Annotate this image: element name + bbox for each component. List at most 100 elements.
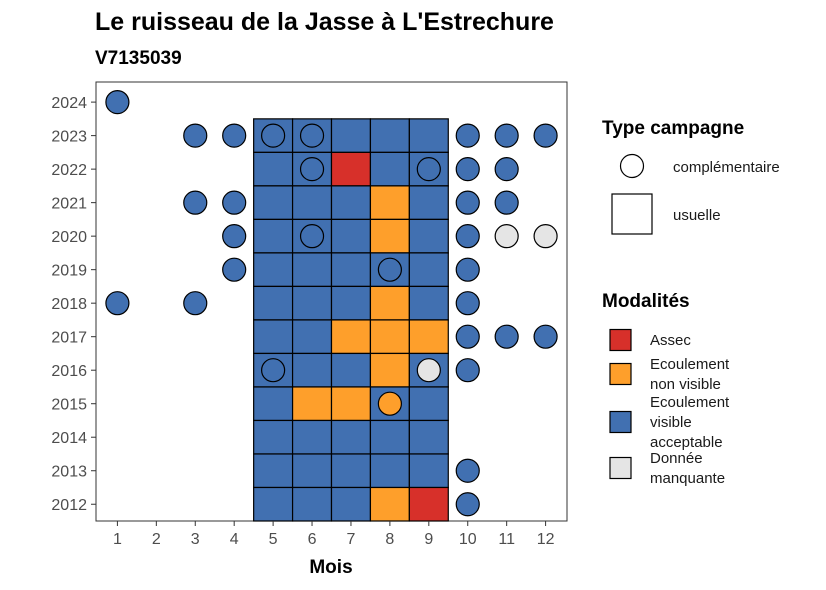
point-2021-11: [494, 190, 519, 215]
tile-2018-5: [253, 285, 294, 321]
legend-label-0-0: Assec: [650, 332, 691, 349]
tile-2023-7: [330, 118, 372, 153]
x-tick-label-8: 8: [385, 531, 394, 548]
x-tick-label-12: 12: [537, 531, 555, 548]
point-2020-12: [533, 224, 558, 249]
tile-2017-7: [330, 319, 372, 355]
point-2023-5: [261, 123, 286, 148]
tile-2014-7: [330, 419, 372, 455]
point-2019-4: [222, 257, 247, 282]
tile-2014-5: [253, 419, 294, 455]
y-tick-label-2022: 2022: [51, 162, 87, 179]
x-axis: 1 2 3 4 5 6 7 8 9 10 11 12: [113, 521, 555, 548]
point-2020-10: [455, 224, 480, 249]
tile-2017-8: [369, 319, 410, 355]
tile-2020-9: [408, 218, 449, 254]
point-2012-10: [455, 492, 480, 517]
tile-2022-8: [369, 151, 410, 187]
point-2021-3: [183, 190, 208, 215]
point-2020-11: [494, 224, 519, 249]
complementaire-points: [105, 90, 558, 517]
y-axis: 2012 2013 2014 2015 2016 2017 2018 2019 2020 2021…: [51, 95, 96, 514]
y-tick-label-2018: 2018: [51, 296, 87, 313]
chart-subtitle: V7135039: [95, 48, 182, 69]
point-2023-11: [494, 123, 519, 148]
y-tick-label-2023: 2023: [51, 129, 87, 146]
tile-2017-5: [253, 319, 294, 355]
tile-2013-9: [408, 453, 449, 489]
tile-2016-8: [369, 352, 410, 388]
tile-2023-8: [369, 118, 410, 153]
x-tick-label-6: 6: [308, 531, 317, 548]
tile-2013-7: [330, 453, 372, 489]
tile-2016-7: [330, 352, 372, 388]
tile-2020-8: [369, 218, 410, 254]
point-2022-9: [416, 157, 441, 182]
tile-2016-6: [291, 352, 333, 388]
plot-area: [95, 81, 568, 522]
point-2018-1: [105, 291, 130, 316]
legend-key-usuelle: [611, 193, 653, 235]
tile-2013-8: [369, 453, 410, 489]
y-tick-label-2020: 2020: [51, 229, 87, 246]
y-tick-label-2012: 2012: [51, 497, 87, 514]
y-tick-label-2024: 2024: [51, 95, 87, 112]
legend-label-2-0: Ecoulement: [650, 394, 730, 411]
x-tick-label-7: 7: [347, 531, 356, 548]
tile-2012-8: [369, 486, 410, 522]
point-2020-4: [222, 224, 247, 249]
x-tick-label-9: 9: [424, 531, 433, 548]
point-2016-5: [261, 358, 286, 383]
y-tick-label-2019: 2019: [51, 263, 87, 280]
point-2013-10: [455, 458, 480, 483]
x-tick-label-4: 4: [230, 531, 239, 548]
tile-2022-5: [253, 151, 294, 187]
point-2018-3: [183, 291, 208, 316]
y-tick-label-2013: 2013: [51, 464, 87, 481]
tile-2013-6: [291, 453, 333, 489]
point-2017-10: [455, 324, 480, 349]
point-2016-9: [416, 358, 441, 383]
tile-2014-8: [369, 419, 410, 455]
point-2021-4: [222, 190, 247, 215]
y-tick-label-2014: 2014: [51, 430, 87, 447]
tile-2015-9: [408, 386, 449, 422]
tile-2021-6: [291, 185, 333, 220]
tile-2017-6: [291, 319, 333, 355]
legend-label-2-1: visible: [650, 414, 692, 431]
point-2023-12: [533, 123, 558, 148]
x-tick-label-5: 5: [269, 531, 278, 548]
legend-modalites-title: Modalités: [602, 291, 690, 312]
tile-2012-5: [253, 486, 294, 522]
x-tick-label-3: 3: [191, 531, 200, 548]
point-2021-10: [455, 190, 480, 215]
x-tick-label-11: 11: [498, 531, 515, 548]
point-2018-10: [455, 291, 480, 316]
point-2019-10: [455, 257, 480, 282]
legend-swatch-1: [609, 362, 632, 386]
tile-2014-9: [408, 419, 449, 455]
legend-label-1-0: Ecoulement: [650, 356, 730, 373]
x-tick-label-2: 2: [152, 531, 161, 548]
tile-2014-6: [291, 419, 333, 455]
tile-2015-7: [330, 386, 372, 422]
point-2022-11: [494, 157, 519, 182]
tile-2019-9: [408, 252, 449, 288]
tile-2021-8: [369, 185, 410, 220]
point-2023-6: [299, 123, 325, 148]
y-tick-label-2017: 2017: [51, 330, 87, 347]
legend-label-3-0: Donnée: [650, 450, 703, 467]
legend-type-title: Type campagne: [602, 118, 744, 139]
tile-2013-5: [253, 453, 294, 489]
legend-label-usuelle: usuelle: [673, 207, 721, 224]
point-2023-10: [455, 123, 480, 148]
legend-swatch-0: [609, 328, 632, 352]
tile-2019-5: [253, 252, 294, 288]
tile-2012-6: [291, 486, 333, 522]
legend-label-1-1: non visible: [650, 376, 721, 393]
legend-label-2-2: acceptable: [650, 434, 723, 451]
x-tick-label-10: 10: [459, 531, 477, 548]
y-tick-label-2015: 2015: [51, 397, 87, 414]
